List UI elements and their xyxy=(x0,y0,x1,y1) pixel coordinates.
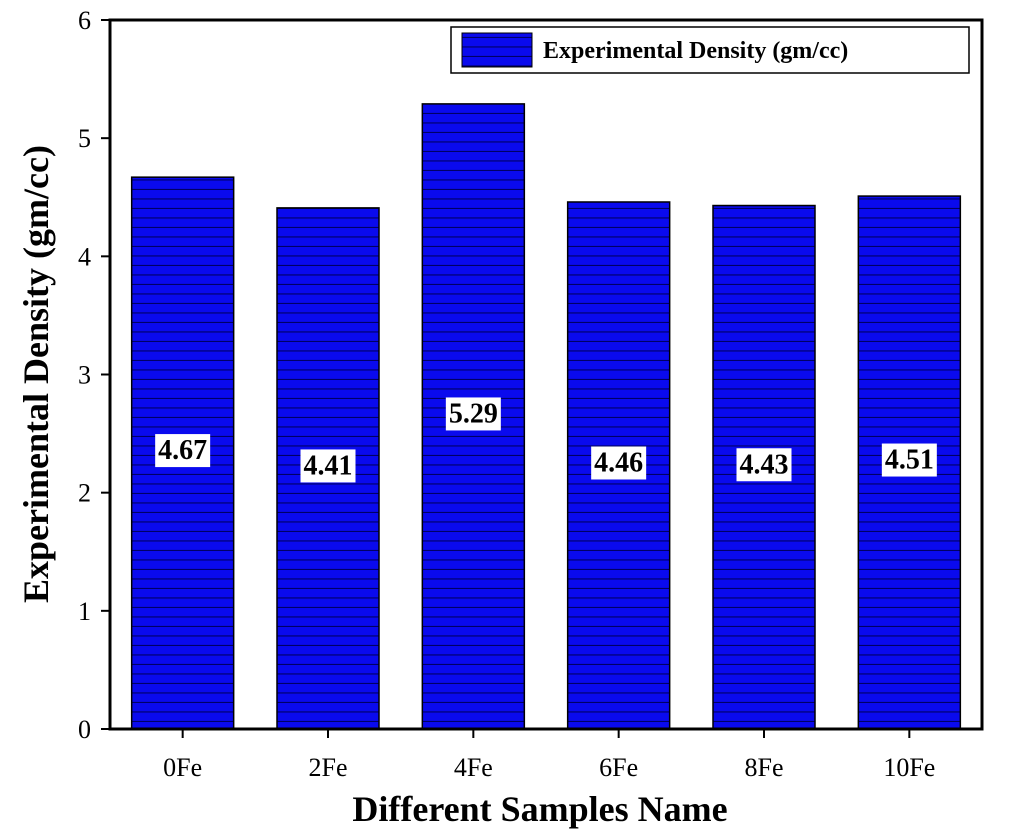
y-tick-label: 5 xyxy=(78,124,91,153)
y-tick-label: 4 xyxy=(78,242,91,271)
x-tick-label: 6Fe xyxy=(599,753,638,782)
x-tick-label: 2Fe xyxy=(309,753,348,782)
data-label-box xyxy=(881,443,937,477)
y-tick-label: 0 xyxy=(78,715,91,744)
data-label: 4.67 xyxy=(158,435,207,466)
y-tick-label: 1 xyxy=(78,597,91,626)
axis-ticks: 0Fe 2Fe 4Fe 6Fe 8Fe 10Fe 0 1 2 3 4 5 6 xyxy=(78,6,935,782)
bar xyxy=(421,103,526,730)
y-tick-label: 3 xyxy=(78,361,91,390)
plot-area xyxy=(110,20,982,729)
data-label-box xyxy=(300,449,356,483)
legend-box xyxy=(450,26,970,74)
data-label: 4.46 xyxy=(594,447,643,478)
x-tick-label: 10Fe xyxy=(883,753,935,782)
x-axis-title: Different Samples Name xyxy=(352,789,727,829)
data-label: 4.41 xyxy=(304,450,353,481)
x-tick-label: 4Fe xyxy=(454,753,493,782)
y-tick-label: 2 xyxy=(78,479,91,508)
x-tick-label: 0Fe xyxy=(163,753,202,782)
y-axis-title: Experimental Density (gm/cc) xyxy=(16,145,56,603)
data-label-box xyxy=(445,397,501,431)
y-tick-label: 6 xyxy=(78,6,91,35)
data-label-box xyxy=(155,434,211,468)
legend-label: Experimental Density (gm/cc) xyxy=(543,38,848,64)
legend-swatch xyxy=(461,32,533,68)
legend: Experimental Density (gm/cc) xyxy=(450,26,970,74)
data-label: 4.51 xyxy=(885,445,934,476)
plot-frame xyxy=(108,18,984,731)
data-label: 5.29 xyxy=(449,398,498,429)
data-label-box xyxy=(591,446,647,480)
data-label-box xyxy=(736,448,792,482)
bars: 4.67 4.41 5.29 4.46 4.43 4.51 xyxy=(130,103,962,730)
x-tick-label: 8Fe xyxy=(745,753,784,782)
data-label: 4.43 xyxy=(740,449,789,480)
